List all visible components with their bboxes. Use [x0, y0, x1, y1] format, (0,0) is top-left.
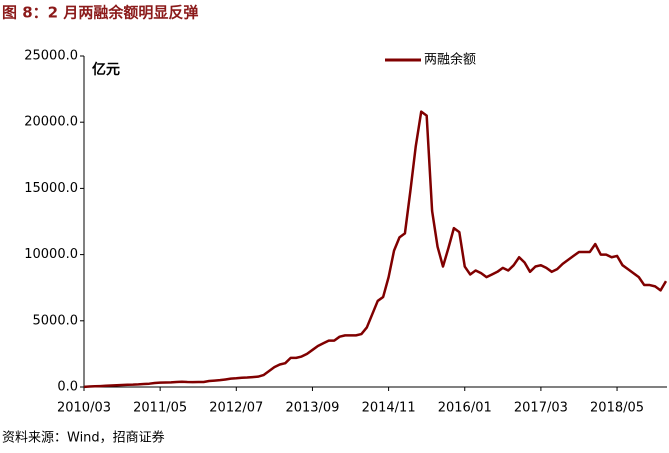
y-tick-label: 10000.0	[24, 247, 78, 262]
y-tick-label: 25000.0	[24, 49, 78, 64]
x-tick-label: 2012/07	[209, 401, 263, 416]
x-tick-label: 2011/05	[133, 401, 187, 416]
y-tick-label: 5000.0	[33, 313, 79, 328]
x-tick-label: 2016/01	[438, 401, 492, 416]
y-tick-label: 0.0	[57, 380, 78, 395]
data-line	[83, 110, 668, 389]
y-tick-label: 15000.0	[24, 181, 78, 196]
x-tick-label: 2018/05	[590, 401, 644, 416]
chart-title: 图 8：2 月两融余额明显反弹	[2, 4, 198, 22]
y-axis-unit: 亿元	[92, 61, 120, 78]
x-tick-label: 2013/09	[285, 401, 339, 416]
x-tick-label: 2017/03	[514, 401, 568, 416]
legend-label: 两融余额	[424, 52, 476, 68]
x-tick-label: 2010/03	[57, 401, 111, 416]
y-tick-label: 20000.0	[24, 115, 78, 130]
x-tick-label: 2014/11	[362, 401, 416, 416]
source-note: 资料来源：Wind，招商证券	[2, 430, 165, 446]
